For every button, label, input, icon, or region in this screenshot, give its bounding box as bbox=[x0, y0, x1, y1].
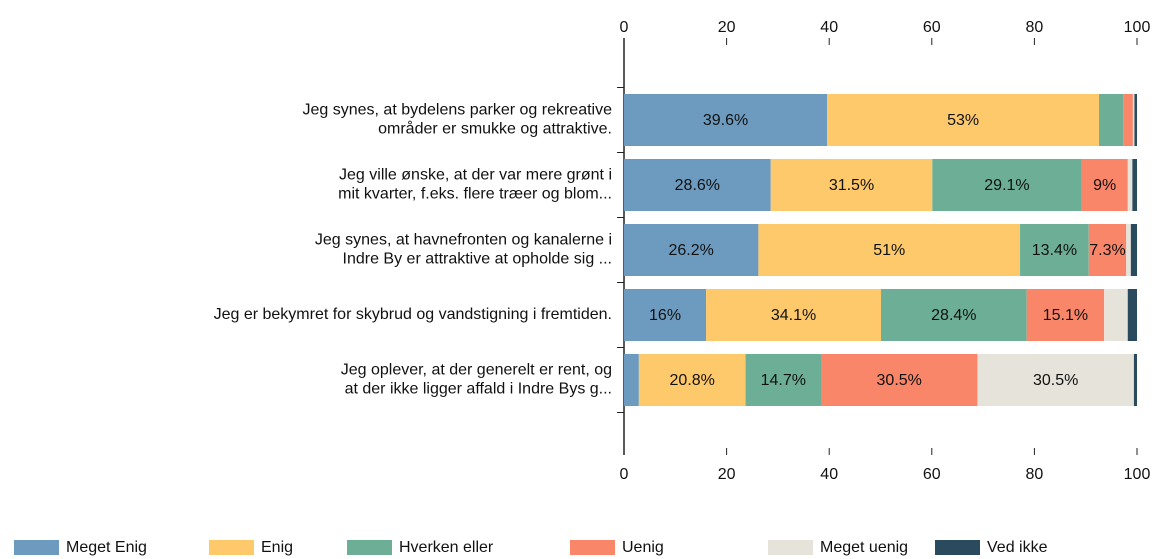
category-label: Jeg ville ønske, at der var mere grønt i bbox=[339, 167, 612, 184]
data-label: 51% bbox=[873, 242, 905, 259]
data-label: 26.2% bbox=[669, 242, 714, 259]
x-tick-label-top: 0 bbox=[620, 19, 629, 36]
legend-label: Enig bbox=[261, 539, 293, 556]
bar-segment bbox=[1020, 224, 1089, 276]
bar-segment bbox=[758, 224, 1021, 276]
legend-label: Meget Enig bbox=[66, 539, 147, 556]
x-tick-label-bottom: 100 bbox=[1124, 466, 1151, 483]
bar-segment bbox=[1123, 94, 1133, 146]
legend-swatch bbox=[14, 540, 59, 555]
bar-segment bbox=[977, 354, 1134, 406]
legend-swatch bbox=[347, 540, 392, 555]
x-tick-label-bottom: 80 bbox=[1026, 466, 1044, 483]
bar-segment bbox=[1127, 159, 1133, 211]
x-tick-label-top: 20 bbox=[718, 19, 736, 36]
data-label: 15.1% bbox=[1043, 307, 1088, 324]
data-label: 20.8% bbox=[670, 372, 715, 389]
data-label: 34.1% bbox=[771, 307, 816, 324]
bar-segment bbox=[881, 289, 1027, 341]
x-tick-label-bottom: 40 bbox=[820, 466, 838, 483]
bar-segment bbox=[1130, 224, 1137, 276]
category-label: Jeg synes, at bydelens parker og rekreat… bbox=[303, 102, 613, 119]
data-label: 9% bbox=[1093, 177, 1116, 194]
bar-segment bbox=[1026, 289, 1105, 341]
category-label: Jeg synes, at havnefronten og kanalerne … bbox=[315, 232, 612, 249]
legend-swatch bbox=[768, 540, 813, 555]
bar-segment bbox=[770, 159, 933, 211]
x-tick-label-top: 40 bbox=[820, 19, 838, 36]
data-label: 30.5% bbox=[1033, 372, 1078, 389]
data-label: 28.6% bbox=[675, 177, 720, 194]
bar-segment bbox=[1133, 354, 1137, 406]
bar-segment bbox=[624, 94, 828, 146]
category-label: Jeg oplever, at der generelt er rent, og bbox=[341, 362, 612, 379]
legend-swatch bbox=[570, 540, 615, 555]
data-label: 31.5% bbox=[829, 177, 874, 194]
legend-label: Hverken eller bbox=[399, 539, 494, 556]
category-label: mit kvarter, f.eks. flere træer og blom.… bbox=[338, 186, 612, 203]
data-label: 30.5% bbox=[877, 372, 922, 389]
x-tick-label-bottom: 60 bbox=[923, 466, 941, 483]
bar-segment bbox=[1088, 224, 1127, 276]
bar-segment bbox=[1134, 94, 1137, 146]
data-label: 14.7% bbox=[761, 372, 806, 389]
category-label: at der ikke ligger affald i Indre Bys g.… bbox=[345, 381, 612, 398]
data-label: 16% bbox=[649, 307, 681, 324]
legend-swatch bbox=[209, 540, 254, 555]
x-tick-label-bottom: 20 bbox=[718, 466, 736, 483]
legend-label: Ved ikke bbox=[987, 539, 1048, 556]
data-label: 7.3% bbox=[1089, 242, 1125, 259]
bar-segment bbox=[1126, 224, 1131, 276]
bar-segment bbox=[1099, 94, 1124, 146]
category-label: Jeg er bekymret for skybrud og vandstign… bbox=[214, 306, 612, 323]
bar-segment bbox=[624, 289, 707, 341]
x-tick-label-top: 60 bbox=[923, 19, 941, 36]
bar-segment bbox=[706, 289, 882, 341]
data-label: 29.1% bbox=[984, 177, 1029, 194]
bar-segment bbox=[1132, 159, 1137, 211]
legend-swatch bbox=[935, 540, 980, 555]
data-label: 53% bbox=[947, 112, 979, 129]
bar-segment bbox=[820, 354, 978, 406]
data-label: 39.6% bbox=[703, 112, 748, 129]
bar-segment bbox=[624, 354, 639, 406]
legend-label: Meget uenig bbox=[820, 539, 908, 556]
bar-segment bbox=[624, 224, 759, 276]
x-tick-label-top: 100 bbox=[1124, 19, 1151, 36]
category-label: områder er smukke og attraktive. bbox=[378, 120, 612, 138]
bar-segment bbox=[932, 159, 1082, 211]
bar-segment bbox=[1132, 94, 1135, 146]
bar-segment bbox=[1081, 159, 1128, 211]
x-tick-label-top: 80 bbox=[1026, 19, 1044, 36]
bar-segment bbox=[827, 94, 1100, 146]
bar-segment bbox=[745, 354, 821, 406]
category-label: Indre By er attraktive at opholde sig ..… bbox=[343, 251, 612, 268]
data-label: 28.4% bbox=[931, 307, 976, 324]
bar-segment bbox=[1127, 289, 1137, 341]
data-label: 13.4% bbox=[1032, 242, 1077, 259]
bar-segment bbox=[1104, 289, 1128, 341]
bar-segment bbox=[624, 159, 771, 211]
legend-label: Uenig bbox=[622, 539, 664, 556]
bar-segment bbox=[638, 354, 746, 406]
x-tick-label-bottom: 0 bbox=[620, 466, 629, 483]
